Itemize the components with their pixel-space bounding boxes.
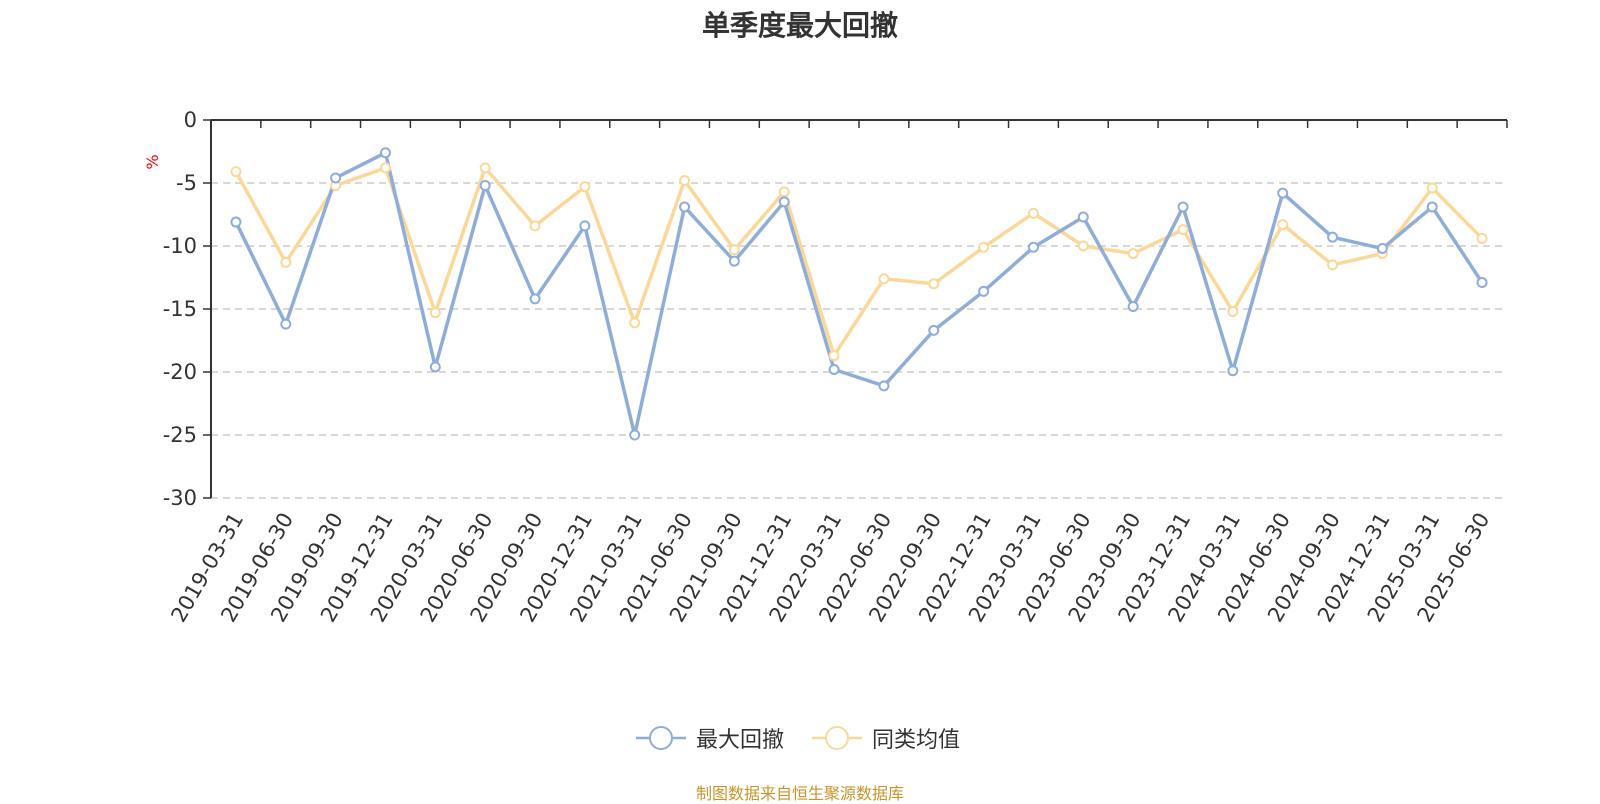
y-tick-label: -30 (163, 486, 197, 510)
data-point (280, 256, 292, 268)
data-point (1376, 243, 1388, 255)
data-point (878, 273, 890, 285)
source-note: 制图数据来自恒生聚源数据库 (695, 784, 904, 803)
data-point (1027, 241, 1039, 253)
data-point (778, 186, 790, 198)
data-point (1027, 207, 1039, 219)
data-point (1227, 306, 1239, 318)
data-point (828, 350, 840, 362)
data-point (778, 196, 790, 208)
data-point (1277, 187, 1289, 199)
legend-item[interactable]: 同类均值 (812, 720, 960, 756)
data-point (1227, 365, 1239, 377)
y-tick-label: 0 (184, 108, 197, 132)
data-point (928, 324, 940, 336)
data-point (1426, 182, 1438, 194)
data-point (679, 174, 691, 186)
data-point (1127, 248, 1139, 260)
data-point (1327, 259, 1339, 271)
data-point (529, 293, 541, 305)
data-point (579, 181, 591, 193)
data-point (429, 361, 441, 373)
legend-item[interactable]: 最大回撤 (636, 720, 784, 756)
data-point (1426, 201, 1438, 213)
y-tick-label: -10 (163, 234, 197, 258)
legend-marker-icon (812, 726, 862, 750)
y-tick-label: -5 (176, 171, 197, 195)
data-point (629, 317, 641, 329)
data-point (230, 216, 242, 228)
data-point (230, 166, 242, 178)
legend-circle (649, 726, 673, 750)
line-chart: 0-5-10-15-20-25-30%2019-03-312019-06-302… (143, 108, 1508, 626)
data-point (529, 220, 541, 232)
series-line (234, 166, 1484, 358)
data-point (1177, 201, 1189, 213)
data-point (629, 429, 641, 441)
data-point (479, 162, 491, 174)
data-point (1077, 211, 1089, 223)
data-point (330, 172, 342, 184)
data-point (1476, 277, 1488, 289)
data-point (379, 162, 391, 174)
data-point (878, 380, 890, 392)
axes (203, 119, 1508, 499)
data-point (379, 147, 391, 159)
data-point (1127, 300, 1139, 312)
data-point (1077, 240, 1089, 252)
data-point (1476, 232, 1488, 244)
series-lines (230, 147, 1488, 441)
data-point (1327, 231, 1339, 243)
chart-title: 单季度最大回撤 (701, 9, 898, 42)
data-point (280, 318, 292, 330)
legend-label: 同类均值 (872, 728, 961, 753)
grid-lines (211, 182, 1507, 499)
legend-label: 最大回撤 (696, 728, 785, 753)
data-point (679, 201, 691, 213)
legend-circle (825, 726, 849, 750)
data-point (978, 285, 990, 297)
data-point (429, 307, 441, 319)
y-tick-label: -25 (163, 423, 197, 447)
data-point (479, 180, 491, 192)
y-tick-label: -15 (163, 297, 197, 321)
data-point (579, 220, 591, 232)
legend: 最大回撤 同类均值 (0, 720, 1600, 760)
data-point (728, 244, 740, 256)
data-point (978, 241, 990, 253)
data-point (928, 278, 940, 290)
data-point (828, 363, 840, 375)
data-point (728, 255, 740, 267)
data-point (1277, 219, 1289, 231)
axis-labels: 0-5-10-15-20-25-30%2019-03-312019-06-302… (143, 108, 1494, 626)
legend-marker-icon (636, 726, 686, 750)
series-line (234, 151, 1484, 437)
data-point (1177, 224, 1189, 236)
y-axis-label: % (143, 154, 162, 169)
y-tick-label: -20 (163, 360, 197, 384)
